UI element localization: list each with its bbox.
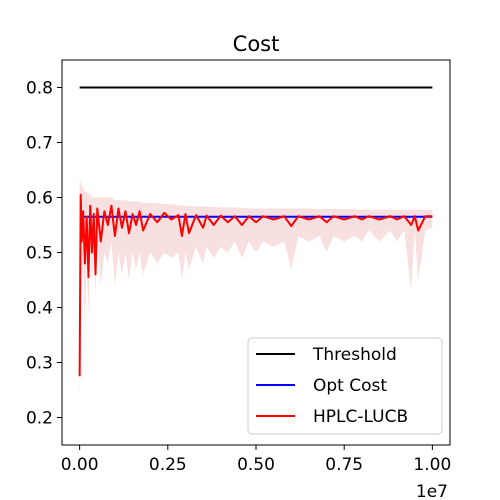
x-tick-label: 0.75	[325, 455, 363, 475]
legend-label: Threshold	[312, 345, 397, 365]
x-tick-label: 1.00	[413, 455, 451, 475]
x-axis-offset-label: 1e7	[416, 482, 448, 500]
legend-label: HPLC-LUCB	[313, 407, 408, 427]
y-tick-label: 0.7	[26, 134, 53, 154]
y-tick-label: 0.6	[26, 189, 53, 209]
x-tick-label: 0.50	[237, 455, 275, 475]
x-axis: 0.00 0.25 0.50 0.75 1.00	[61, 445, 451, 475]
x-tick-label: 0.25	[149, 455, 187, 475]
y-axis: 0.2 0.3 0.4 0.5 0.6 0.7 0.8	[26, 79, 62, 429]
legend-entry[interactable]: Opt Cost	[256, 376, 387, 396]
x-tick-label: 0.00	[61, 455, 99, 475]
chart-title: Cost	[233, 32, 280, 56]
y-tick-label: 0.2	[26, 409, 53, 429]
legend-entry[interactable]: Threshold	[256, 345, 397, 365]
y-tick-label: 0.5	[26, 244, 53, 264]
legend-label: Opt Cost	[313, 376, 387, 396]
legend[interactable]: Threshold Opt Cost HPLC-LUCB	[247, 337, 443, 435]
y-tick-label: 0.3	[26, 354, 53, 374]
y-tick-label: 0.8	[26, 79, 53, 99]
series-line-hplc-lucb	[78, 193, 433, 377]
legend-box	[247, 337, 443, 435]
legend-entry[interactable]: HPLC-LUCB	[256, 407, 408, 427]
series-band-hplc-lucb	[79, 181, 433, 429]
y-tick-label: 0.4	[26, 299, 53, 319]
